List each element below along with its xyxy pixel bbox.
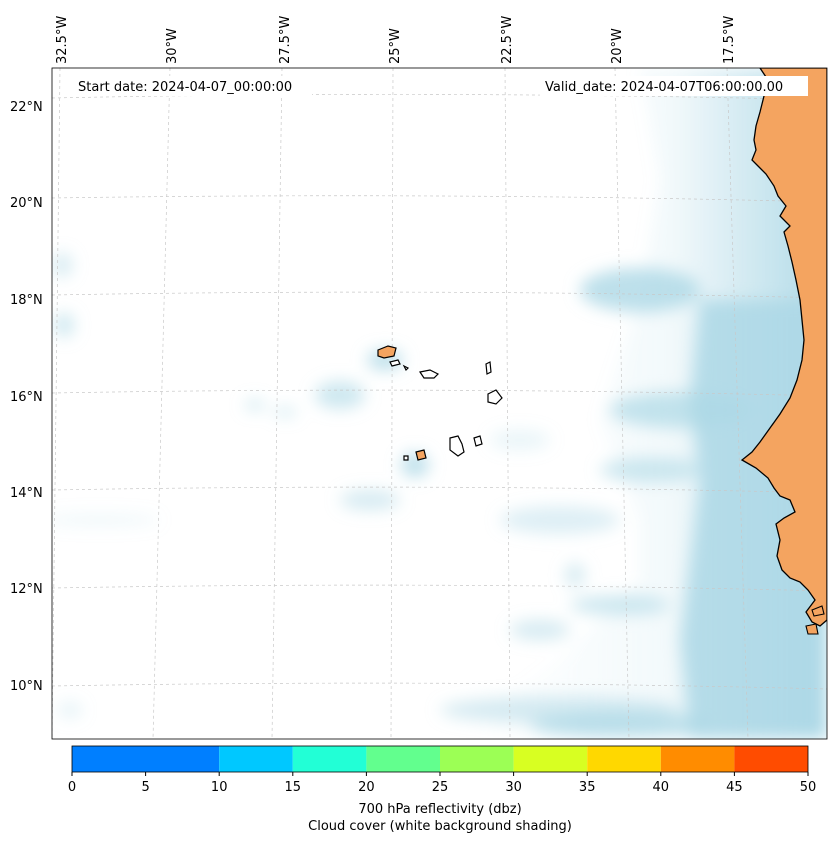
lon-label-27-5w: 27.5°W xyxy=(278,16,293,64)
colorbar-tick-label: 30 xyxy=(505,780,522,795)
colorbar-cell xyxy=(72,746,220,772)
lat-label-10n: 10°N xyxy=(10,679,43,694)
colorbar-tick-label: 50 xyxy=(800,780,817,795)
lon-label-25w: 25°W xyxy=(388,28,403,64)
valid-date-label: Valid_date: 2024-04-07T06:00:00.00 xyxy=(545,80,783,95)
cape-verde-islands xyxy=(377,345,503,461)
lat-label-20n: 20°N xyxy=(10,196,43,211)
colorbar-cell xyxy=(513,746,588,772)
lon-label-20w: 20°W xyxy=(610,28,625,64)
colorbar-tick-label: 5 xyxy=(141,780,149,795)
lon-label-30w: 30°W xyxy=(165,28,180,64)
colorbar-tick-label: 20 xyxy=(358,780,375,795)
colorbar-tick-label: 25 xyxy=(432,780,449,795)
colorbar-cell xyxy=(660,746,735,772)
lat-label-16n: 16°N xyxy=(10,390,43,405)
colorbar-ticks: 0 5 10 15 20 25 30 35 40 45 50 xyxy=(68,772,816,795)
colorbar-sublabel: Cloud cover (white background shading) xyxy=(308,819,572,834)
lon-label-32-5w: 32.5°W xyxy=(55,16,70,64)
longitude-labels: 32.5°W 30°W 27.5°W 25°W 22.5°W 20°W 17.5… xyxy=(55,16,737,64)
colorbar-cell xyxy=(366,746,440,772)
colorbar-cell xyxy=(219,746,293,772)
colorbar-cell xyxy=(440,746,514,772)
africa-coastline xyxy=(740,68,827,627)
colorbar-label: 700 hPa reflectivity (dbz) xyxy=(358,802,521,817)
colorbar-tick-label: 45 xyxy=(726,780,743,795)
bijagos-island xyxy=(811,605,825,617)
map-plot-area: Start date: 2024-04-07_00:00:00 Valid_da… xyxy=(52,68,827,739)
lat-label-14n: 14°N xyxy=(10,486,43,501)
map-gridlines xyxy=(52,68,827,739)
latitude-labels: 22°N 20°N 18°N 16°N 14°N 12°N 10°N xyxy=(10,100,43,694)
lon-label-17-5w: 17.5°W xyxy=(722,16,737,64)
colorbar-tick-label: 35 xyxy=(579,780,596,795)
colorbar-tick-label: 0 xyxy=(68,780,76,795)
colorbar-tick-label: 40 xyxy=(653,780,670,795)
colorbar-cell xyxy=(734,746,808,772)
colorbar-tick-label: 15 xyxy=(285,780,302,795)
lat-label-22n: 22°N xyxy=(10,100,43,115)
colorbar-cells xyxy=(72,746,808,772)
colorbar-tick-label: 10 xyxy=(211,780,228,795)
colorbar-cell xyxy=(292,746,367,772)
colorbar-cell xyxy=(587,746,661,772)
lon-label-22-5w: 22.5°W xyxy=(500,16,515,64)
map-frame xyxy=(51,67,828,740)
start-date-label: Start date: 2024-04-07_00:00:00 xyxy=(78,80,292,95)
lat-label-18n: 18°N xyxy=(10,293,43,308)
colorbar: 0 5 10 15 20 25 30 35 40 45 50 700 hPa reflectivit… xyxy=(68,745,816,834)
lat-label-12n: 12°N xyxy=(10,582,43,597)
bijagos-island-2 xyxy=(805,623,819,635)
